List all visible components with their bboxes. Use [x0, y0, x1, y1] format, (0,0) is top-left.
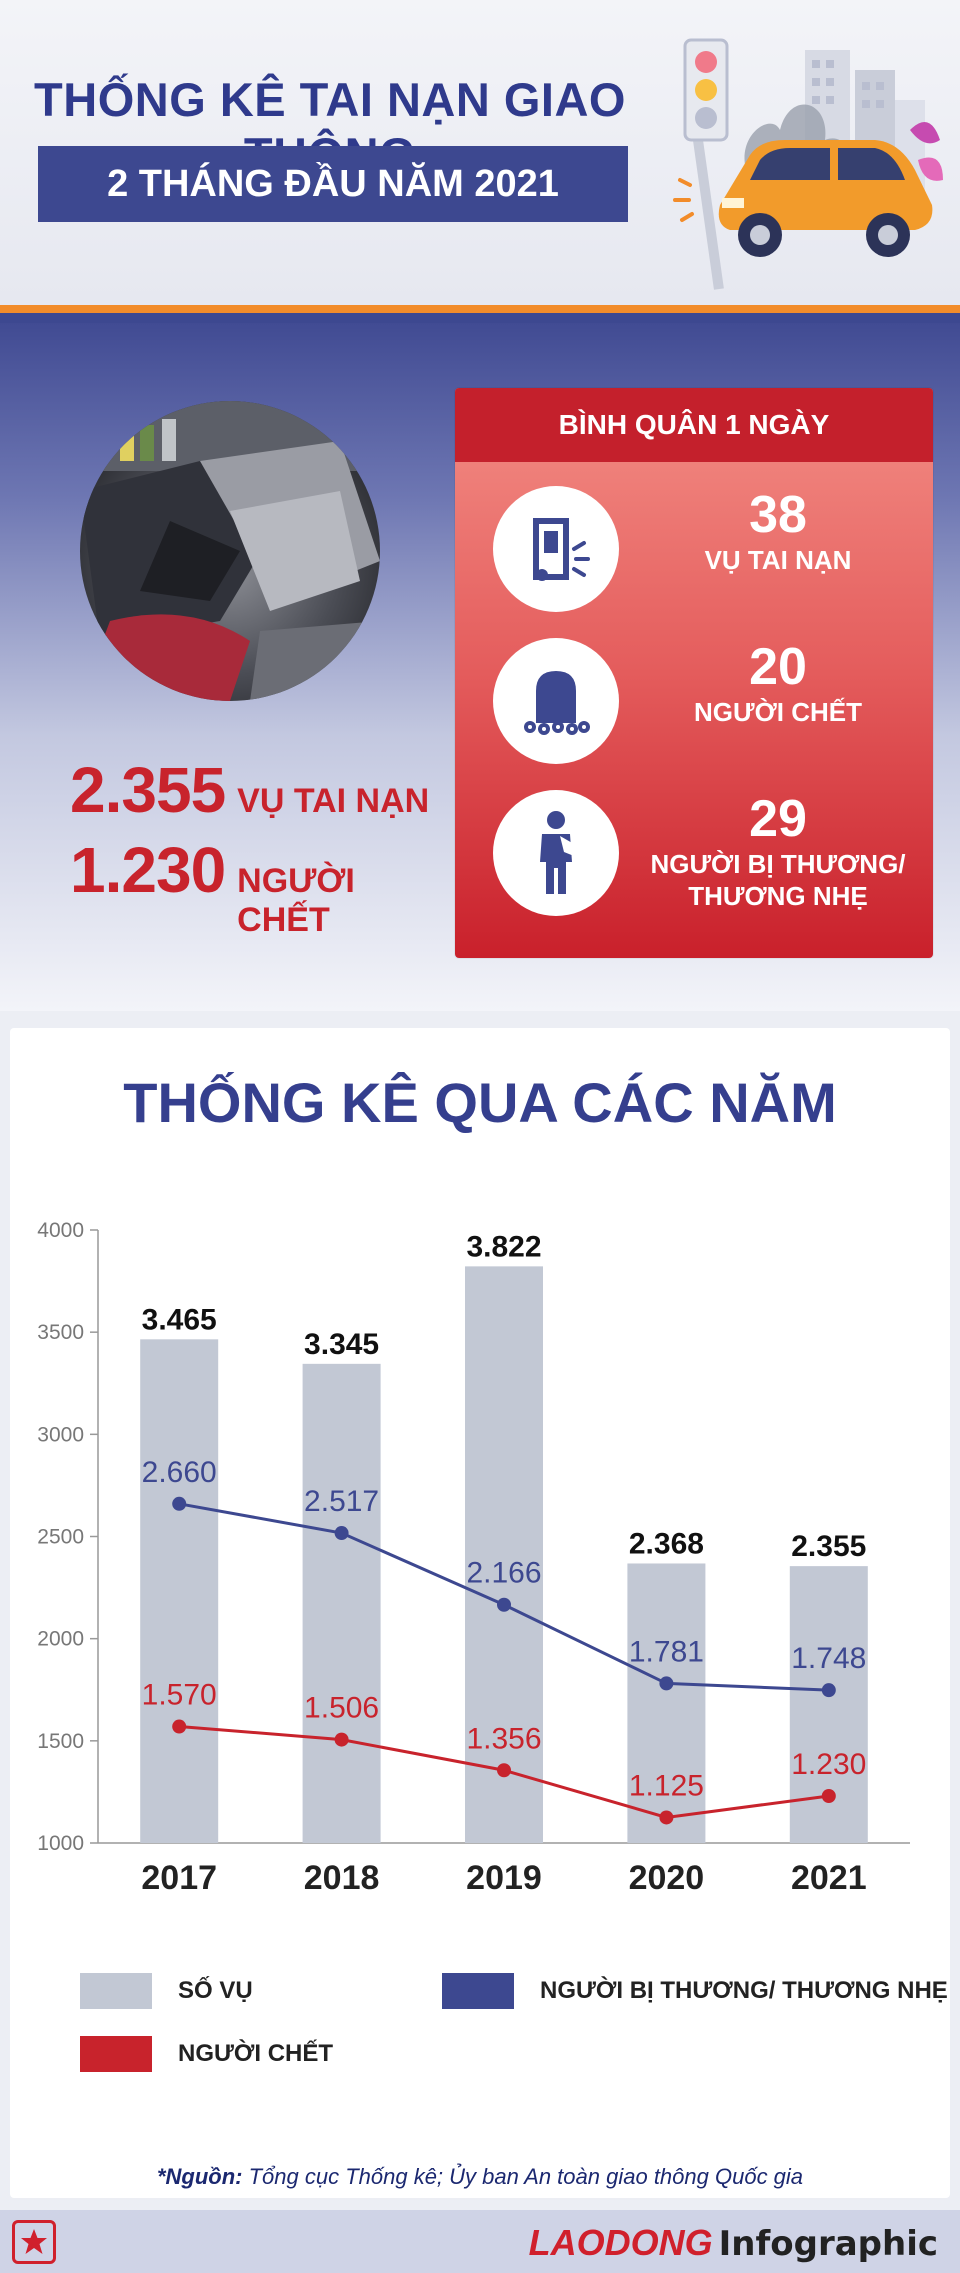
summary-section: 2.355 VỤ TAI NẠN 1.230 NGƯỜI CHẾT BÌNH Q…: [0, 323, 960, 1011]
brand-logo: LAODONG Infographic: [529, 2222, 938, 2264]
footer: LAODONG Infographic: [0, 2210, 960, 2273]
legend-bars-label: SỐ VỤ: [178, 1977, 253, 2004]
bar-value-label: 3.822: [466, 1230, 541, 1263]
divider-orange: [0, 305, 960, 313]
newspaper-star-logo-icon: [12, 2220, 56, 2264]
bar-value-label: 2.355: [791, 1530, 866, 1563]
deaths-point: [497, 1763, 511, 1778]
deaths-value-label: 1.570: [142, 1679, 217, 1712]
deaths-total: 1.230 NGƯỜI CHẾT: [70, 833, 430, 940]
chart-title: THỐNG KÊ QUA CÁC NĂM: [123, 1071, 837, 1134]
daily-accidents-value: 38: [749, 486, 807, 544]
bar-2019: [465, 1266, 543, 1843]
daily-average-heading: BÌNH QUÂN 1 NGÀY: [455, 388, 933, 462]
deaths-point: [172, 1719, 187, 1734]
y-tick-label: 1000: [37, 1832, 84, 1855]
daily-injured-label: NGƯỜI BỊ THƯƠNG/ THƯƠNG NHẸ: [650, 849, 906, 911]
brand-logo-black: Infographic: [718, 2224, 938, 2264]
divider-blue: [0, 313, 960, 323]
page-subtitle: 2 THÁNG ĐẦU NĂM 2021: [38, 146, 628, 222]
x-tick-label: 2020: [629, 1859, 705, 1897]
injured-point: [821, 1683, 836, 1698]
daily-deaths-value: 20: [749, 638, 807, 696]
accidents-total: 2.355 VỤ TAI NẠN: [70, 753, 430, 827]
source-text: Tổng cục Thống kê; Ủy ban An toàn giao t…: [242, 2164, 804, 2189]
legend-bars: SỐ VỤ: [80, 1973, 253, 2009]
legend-injured-swatch: [442, 1973, 514, 2009]
bar-2018: [302, 1363, 381, 1843]
y-tick-label: 2000: [37, 1628, 84, 1651]
y-tick-label: 3500: [37, 1321, 84, 1344]
bar-2020: [627, 1563, 706, 1843]
source-note: *Nguồn: Tổng cục Thống kê; Ủy ban An toà…: [0, 2164, 960, 2190]
y-tick-label: 1500: [37, 1730, 84, 1753]
accident-photo: [80, 401, 380, 701]
daily-accidents-label: VỤ TAI NẠN: [704, 545, 852, 575]
injured-point: [334, 1526, 349, 1541]
bar-value-label: 2.368: [629, 1527, 704, 1560]
bar-value-label: 3.465: [142, 1303, 217, 1336]
x-tick-label: 2018: [304, 1859, 380, 1897]
daily-injured: 29 NGƯỜI BỊ THƯƠNG/ THƯƠNG NHẸ: [493, 790, 913, 916]
deaths-point: [821, 1789, 836, 1804]
grave-icon: [493, 638, 619, 764]
injured-value-label: 2.166: [466, 1557, 541, 1590]
source-prefix: *Nguồn:: [156, 2164, 243, 2189]
crash-icon: [493, 486, 619, 612]
deaths-point: [659, 1810, 674, 1825]
traffic-city-illustration-icon: [673, 38, 943, 290]
brand-logo-red: LAODONG: [528, 2222, 713, 2263]
yearly-statistics-chart: 1000 1500 2000 2500 3000 3500 4000 3.465 3.345 3.…: [37, 1219, 910, 1897]
daily-accidents: 38 VỤ TAI NẠN: [493, 486, 913, 612]
bar-2017: [140, 1339, 219, 1843]
legend-injured: NGƯỜI BỊ THƯƠNG/ THƯƠNG NHẸ: [442, 1973, 948, 2009]
daily-deaths-label: NGƯỜI CHẾT: [694, 697, 862, 727]
deaths-total-label: NGƯỜI CHẾT: [237, 862, 355, 939]
legend-deaths: NGƯỜI CHẾT: [80, 2036, 333, 2072]
legend-deaths-label: NGƯỜI CHẾT: [178, 2040, 334, 2067]
injured-value-label: 2.517: [304, 1485, 379, 1518]
legend-injured-label: NGƯỜI BỊ THƯƠNG/ THƯƠNG NHẸ: [540, 1977, 948, 2004]
deaths-value-label: 1.125: [629, 1769, 704, 1802]
injured-value-label: 1.748: [791, 1642, 866, 1675]
deaths-point: [334, 1732, 349, 1747]
injured-point: [659, 1676, 674, 1691]
summary-stats: 2.355 VỤ TAI NẠN 1.230 NGƯỜI CHẾT: [70, 753, 430, 940]
y-tick-label: 3000: [37, 1423, 84, 1446]
daily-deaths: 20 NGƯỜI CHẾT: [493, 638, 913, 764]
y-tick-label: 2500: [37, 1526, 84, 1549]
deaths-total-value: 1.230: [70, 834, 226, 906]
injured-person-icon: [493, 790, 619, 916]
injured-value-label: 2.660: [142, 1456, 217, 1489]
deaths-value-label: 1.356: [466, 1722, 541, 1755]
chart-card: THỐNG KÊ QUA CÁC NĂM 1000 1500 2000 2500 300…: [10, 1028, 950, 2198]
x-tick-label: 2017: [141, 1859, 217, 1897]
injured-point: [172, 1496, 187, 1511]
deaths-value-label: 1.506: [304, 1692, 379, 1725]
x-tick-label: 2021: [791, 1859, 867, 1897]
deaths-value-label: 1.230: [791, 1748, 866, 1781]
bar-value-label: 3.345: [304, 1328, 379, 1361]
legend-deaths-swatch: [80, 2036, 152, 2072]
daily-average-box: BÌNH QUÂN 1 NGÀY 38 VỤ TAI NẠN: [455, 388, 933, 958]
injured-value-label: 1.781: [629, 1635, 704, 1668]
y-tick-label: 4000: [37, 1219, 84, 1242]
x-tick-label: 2019: [466, 1859, 542, 1897]
header: THỐNG KÊ TAI NẠN GIAO THÔNG 2 THÁNG ĐẦU …: [0, 0, 960, 305]
accidents-total-value: 2.355: [70, 754, 226, 826]
accidents-total-label: VỤ TAI NẠN: [237, 782, 430, 820]
legend-bars-swatch: [80, 1973, 152, 2009]
daily-injured-value: 29: [749, 790, 807, 848]
injured-point: [497, 1597, 511, 1612]
